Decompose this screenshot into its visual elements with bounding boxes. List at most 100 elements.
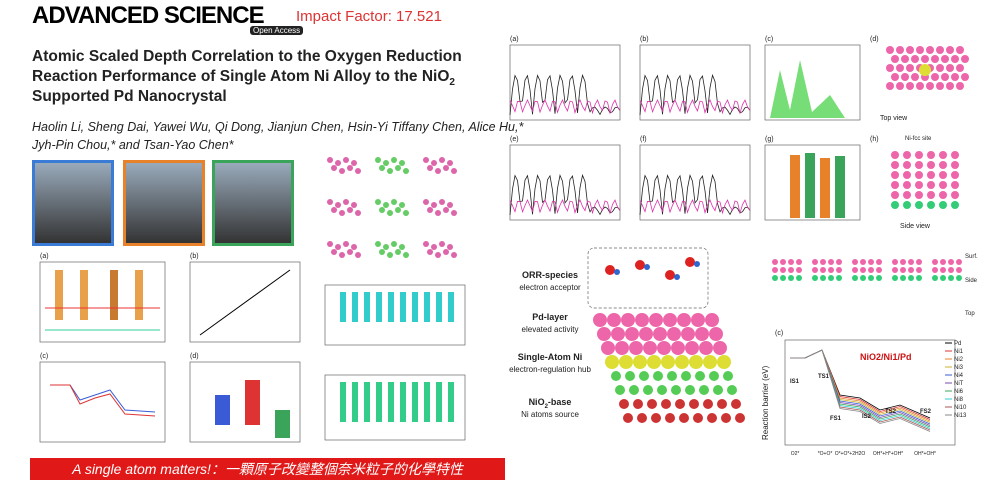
bar-deco <box>412 292 418 322</box>
label: elevated activity <box>522 325 579 334</box>
bar-deco <box>400 292 406 322</box>
atom-deco <box>836 259 842 265</box>
atom-deco <box>906 46 914 54</box>
atom-deco <box>727 385 737 395</box>
atom-deco <box>812 259 818 265</box>
atom-deco <box>788 259 794 265</box>
label: NiO2/Ni1/Pd <box>860 352 912 362</box>
bar-deco <box>364 292 370 322</box>
atom-deco <box>903 181 911 189</box>
line-deco <box>50 384 156 413</box>
atom-deco <box>625 327 639 341</box>
atom-deco <box>667 371 677 381</box>
atom-deco <box>639 327 653 341</box>
bar-deco <box>388 292 394 322</box>
atom-deco <box>351 160 357 166</box>
panel-frame <box>509 44 621 121</box>
atom-deco <box>383 244 389 250</box>
atom-deco <box>439 199 445 205</box>
dos-deco <box>509 173 621 216</box>
atom-deco <box>705 313 719 327</box>
label: (f) <box>640 136 647 143</box>
atom-deco <box>927 201 935 209</box>
atom-deco <box>936 46 944 54</box>
atom-deco <box>635 260 645 270</box>
label: O2* <box>791 451 800 457</box>
bar-deco <box>376 292 382 322</box>
atom-deco <box>946 82 954 90</box>
atom-deco <box>901 55 909 63</box>
atom-deco <box>820 275 826 281</box>
atom-deco <box>939 171 947 179</box>
atom-deco <box>926 82 934 90</box>
atom-deco <box>956 82 964 90</box>
atom-deco <box>699 341 713 355</box>
atom-deco <box>689 399 699 409</box>
atom-deco <box>451 252 457 258</box>
atom-deco <box>621 313 635 327</box>
label: Side <box>965 278 978 284</box>
atom-deco <box>916 275 922 281</box>
label: TS2 <box>885 409 897 415</box>
atom-deco <box>788 275 794 281</box>
atom-deco <box>689 355 703 369</box>
atom-deco <box>339 168 345 174</box>
bar-deco <box>790 155 800 218</box>
atom-deco <box>633 355 647 369</box>
path-deco <box>790 349 931 432</box>
authors: Haolin Li, Sheng Dai, Yawei Wu, Qi Dong,… <box>32 120 524 134</box>
atom-deco <box>615 385 625 395</box>
bar-deco <box>820 158 830 218</box>
atom-deco <box>431 160 437 166</box>
atom-deco <box>772 259 778 265</box>
atom-deco <box>447 160 453 166</box>
atom-deco <box>939 191 947 199</box>
atom-deco <box>395 249 401 255</box>
bar-deco <box>448 292 454 322</box>
label: (b) <box>190 253 199 260</box>
title-text: Reaction Performance of Single Atom Ni A… <box>32 68 450 85</box>
panel-frame <box>784 339 956 446</box>
journal: ADVANCED SCIENCE <box>32 2 265 29</box>
atom-deco <box>355 210 361 216</box>
photo <box>123 160 205 246</box>
atom-deco <box>868 267 874 273</box>
atom-deco <box>886 46 894 54</box>
panel-frame <box>324 284 466 346</box>
atom-deco <box>860 259 866 265</box>
atom-deco <box>939 201 947 209</box>
atom-deco <box>892 267 898 273</box>
atom-deco <box>927 191 935 199</box>
photo <box>32 160 114 246</box>
label: Ni3 <box>954 365 964 371</box>
panel-frame <box>764 44 861 121</box>
atom-deco <box>951 73 959 81</box>
atom-deco <box>423 241 429 247</box>
authors: Jyh-Pin Chou,* and Tsan-Yao Chen* <box>32 138 234 152</box>
atom-deco <box>948 259 954 265</box>
atom-deco <box>709 371 719 381</box>
panel-frame <box>324 374 466 441</box>
label: electron-regulation hub <box>509 365 591 374</box>
atom-deco <box>951 151 959 159</box>
label: IS1 <box>790 379 800 385</box>
atom-deco <box>447 202 453 208</box>
atom-deco <box>657 385 667 395</box>
label: O*+O*+2H2O <box>835 451 866 457</box>
atom-deco <box>423 199 429 205</box>
atom-deco <box>956 46 964 54</box>
atom-deco <box>703 355 717 369</box>
atom-deco <box>936 64 944 72</box>
label: Reaction barrier (eV) <box>761 365 770 440</box>
atom-deco <box>860 267 866 273</box>
atom-deco <box>435 252 441 258</box>
atom-deco <box>927 151 935 159</box>
atom-deco <box>403 252 409 258</box>
atom-deco <box>431 202 437 208</box>
atom-deco <box>948 275 954 281</box>
title-sub: 2 <box>449 77 455 89</box>
atom-deco <box>941 55 949 63</box>
atom-deco <box>387 252 393 258</box>
label: Ni atoms source <box>521 410 579 419</box>
